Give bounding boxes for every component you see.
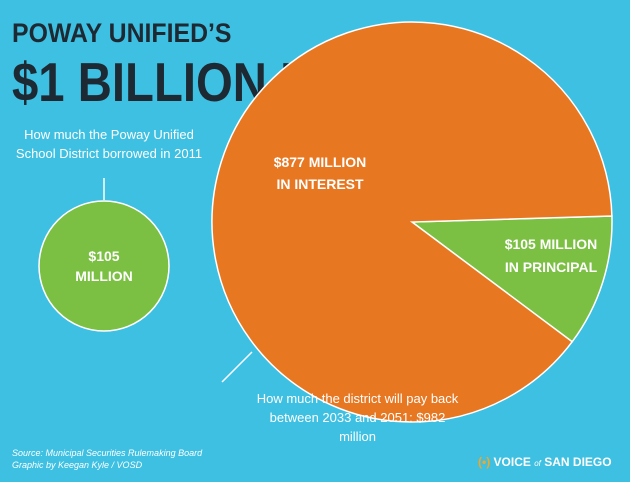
small-pie-slice-principal	[38, 200, 170, 332]
small-pie-caption: How much the Poway Unified School Distri…	[14, 125, 204, 163]
large-pie-connector	[221, 351, 253, 383]
principal-label-line-1: $105 MILLION	[505, 236, 598, 252]
small-pie-caption-line-2: School District borrowed in 2011	[15, 146, 203, 161]
credit-line: Graphic by Keegan Kyle / VOSD	[12, 460, 143, 470]
logo-voice: VOICE	[493, 455, 531, 469]
small-pie-caption-line-1: How much the Poway Unified	[24, 127, 194, 142]
source-credit: Source: Municipal Securities Rulemaking …	[12, 447, 202, 471]
logo-of: of	[534, 459, 541, 468]
interest-label-line-2: IN INTEREST	[276, 176, 364, 192]
title-line-1: POWAY UNIFIED’S	[12, 18, 232, 48]
logo-dots: (•)	[478, 455, 491, 469]
large-pie-caption-line-1: How much the district will pay back	[256, 391, 459, 406]
large-pie-slice-principal	[409, 215, 613, 343]
large-pie-caption-line-2: between 2033 and 2051: $982 million	[269, 410, 446, 444]
interest-label-line-1: $877 MILLION	[274, 154, 367, 170]
vosd-logo: (•) VOICE of SAN DIEGO	[478, 455, 612, 469]
principal-label-line-2: IN PRINCIPAL	[505, 259, 598, 275]
large-pie-slice-interest	[211, 21, 613, 423]
source-line: Source: Municipal Securities Rulemaking …	[12, 448, 203, 458]
small-pie-label-line-1: $105	[88, 248, 119, 264]
logo-place: SAN DIEGO	[544, 455, 612, 469]
large-pie	[211, 21, 613, 423]
large-pie-caption: How much the district will pay back betw…	[255, 389, 460, 446]
small-pie-label-line-2: MILLION	[75, 268, 133, 284]
